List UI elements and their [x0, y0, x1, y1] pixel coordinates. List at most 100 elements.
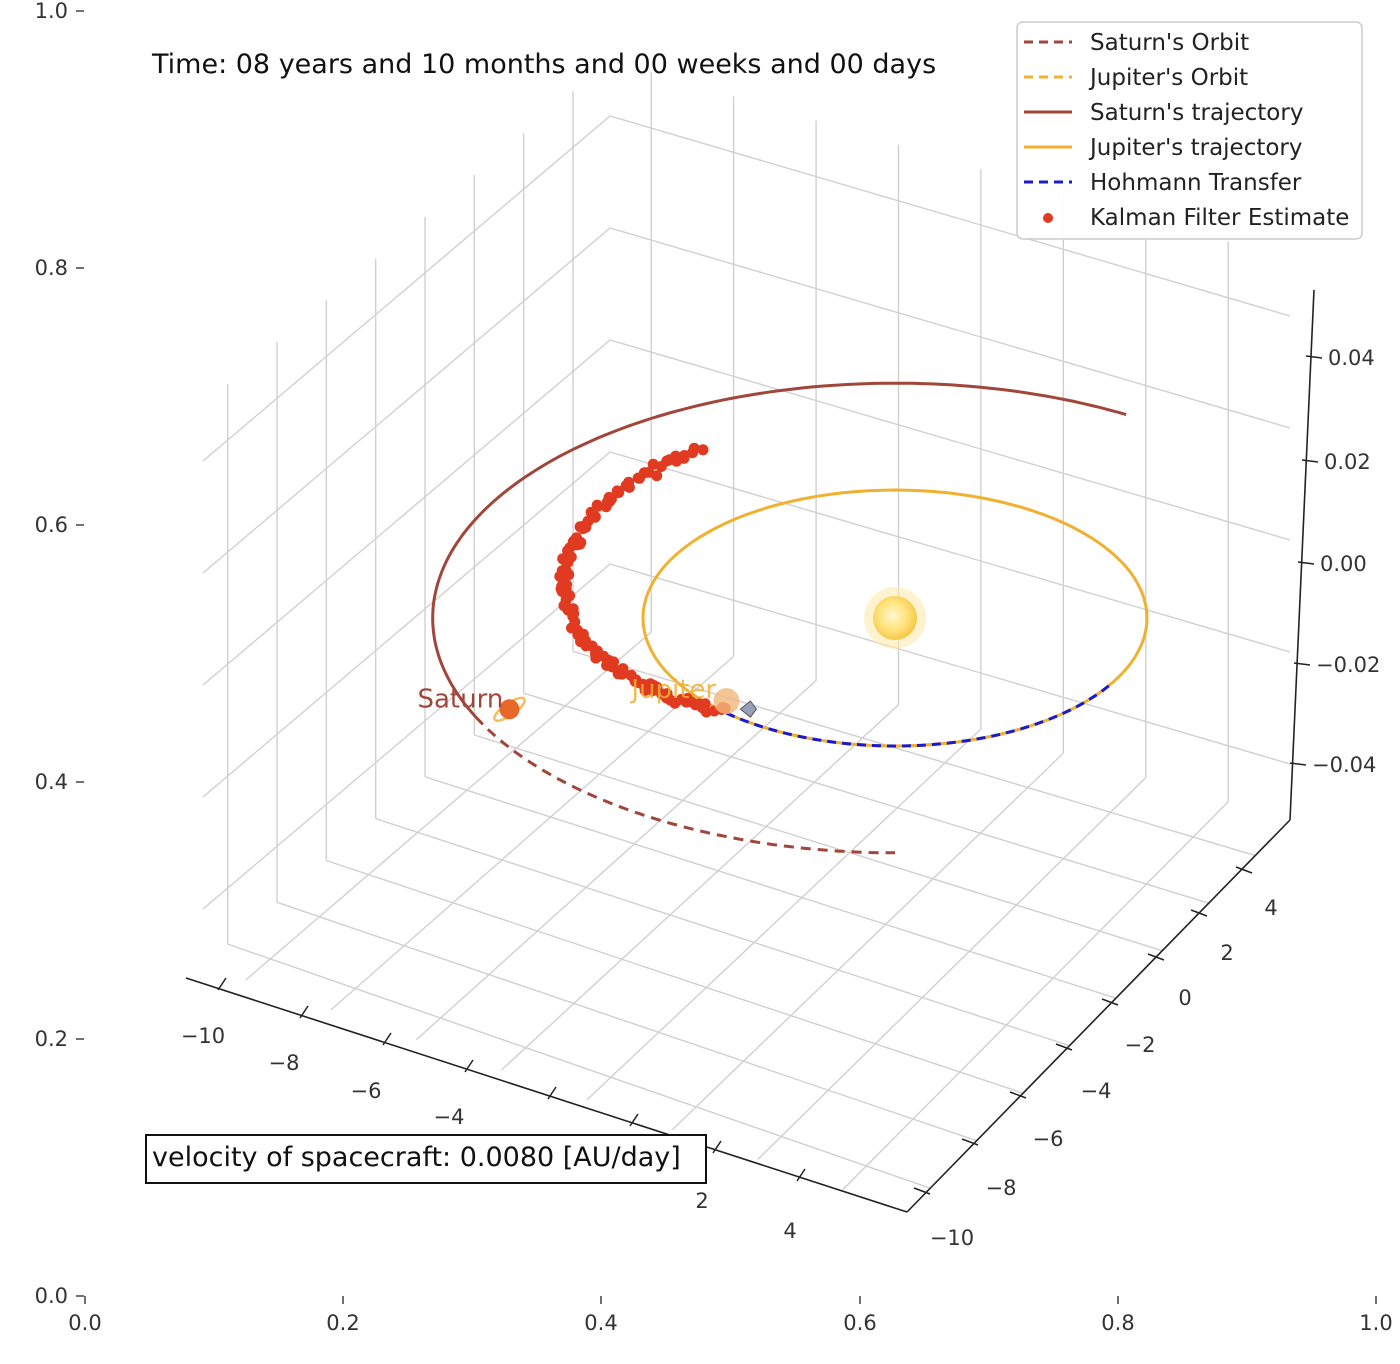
orbit-data: Jupiter Saturn: [418, 381, 1149, 855]
y-tick-label: 4: [1264, 896, 1277, 920]
bg-xtick-label: 0.0: [68, 1311, 101, 1335]
kalman-estimate-point: [632, 677, 644, 688]
z-tick-mark: [1301, 459, 1319, 463]
x-tick-mark: [712, 1140, 722, 1154]
velocity-label: velocity of spacecraft: 0.0080 [AU/day]: [152, 1142, 681, 1173]
z-axis-line: [1289, 289, 1315, 821]
legend-swatch: [1043, 213, 1053, 223]
floor-grid-line: [586, 728, 982, 1101]
bg-ytick-label: 0.6: [35, 513, 68, 537]
saturn-label: Saturn: [418, 684, 504, 714]
legend-label: Saturn's Orbit: [1090, 30, 1249, 56]
kalman-estimate-point: [647, 458, 659, 470]
y-tick-label: −2: [1125, 1033, 1156, 1057]
legend-label: Jupiter's Orbit: [1088, 65, 1248, 91]
spacecraft-marker: [739, 700, 758, 718]
floor-grid-line: [842, 801, 1229, 1190]
kalman-estimate-point: [555, 583, 567, 595]
kalman-estimate-point: [577, 523, 589, 535]
y-tick-mark: [1235, 866, 1253, 874]
kalman-estimate-point: [620, 480, 632, 492]
x-tick-label: −8: [269, 1051, 300, 1075]
velocity-box: velocity of spacecraft: 0.0080 [AU/day]: [145, 1134, 707, 1184]
z-tick-mark: [1293, 662, 1311, 666]
bg-xtick-label: 1.0: [1359, 1311, 1392, 1335]
y-tick-mark: [1101, 998, 1119, 1006]
bg-xtick-label: 0.6: [843, 1311, 876, 1335]
floor-grid-line: [375, 817, 1070, 1047]
bg-ytick-label: 1.0: [35, 0, 68, 23]
y-axis-line: [906, 819, 1291, 1213]
x-tick-mark: [547, 1086, 557, 1100]
floor-grid-line: [474, 734, 1163, 952]
x-tick-mark: [382, 1032, 392, 1046]
x-tick-mark: [299, 1005, 309, 1019]
floor-grid-line: [523, 692, 1210, 904]
legend: Saturn's Orbit Jupiter's Orbit Saturn's tr…: [1016, 21, 1363, 240]
wall-grid-line: [609, 339, 1291, 541]
y-tick-mark: [1055, 1043, 1073, 1051]
legend-entry: Jupiter's trajectory: [1024, 135, 1303, 161]
x-tick-mark: [796, 1168, 806, 1182]
y-tick-label: −10: [930, 1226, 974, 1250]
x-tick-mark: [464, 1059, 474, 1073]
kalman-estimate-point: [562, 557, 574, 568]
y-tick-mark: [1190, 909, 1208, 917]
time-label: Time: 08 years and 10 months and 00 week…: [151, 49, 936, 80]
floor-grid-line: [757, 777, 1147, 1161]
kalman-estimate-point: [643, 466, 655, 478]
wall-grid-line: [202, 339, 611, 686]
z-tick-mark: [1305, 355, 1323, 359]
y-tick-label: 0: [1178, 986, 1191, 1010]
bg-ytick-label: 0.8: [35, 256, 68, 280]
legend-label: Jupiter's trajectory: [1088, 135, 1303, 161]
z-tick-mark: [1297, 561, 1315, 565]
z-tick-label: 0.00: [1320, 552, 1367, 576]
floor-grid-line: [245, 631, 652, 981]
wall-grid-line: [609, 115, 1291, 317]
kalman-estimate-point: [678, 450, 690, 461]
x-tick-label: 4: [783, 1219, 796, 1243]
bg-xtick-label: 0.4: [584, 1311, 617, 1335]
y-tick-label: 2: [1220, 941, 1233, 965]
x-tick-mark: [629, 1113, 639, 1127]
floor-grid-line: [424, 776, 1117, 999]
legend-label: Kalman Filter Estimate: [1090, 205, 1349, 231]
wall-grid-line: [609, 563, 1291, 765]
saturn-marker: [499, 699, 520, 720]
z-tick-label: −0.02: [1316, 653, 1380, 677]
legend-label: Hohmann Transfer: [1090, 170, 1302, 196]
kalman-estimate-point: [697, 444, 709, 456]
kalman-estimate-point: [617, 663, 629, 675]
y-tick-label: −8: [986, 1176, 1017, 1200]
wall-grid-line: [202, 115, 611, 462]
legend-entry: Kalman Filter Estimate: [1043, 205, 1349, 231]
floor-grid-line: [276, 901, 977, 1142]
z-tick-mark: [1289, 762, 1307, 766]
bg-xtick-label: 0.8: [1101, 1311, 1134, 1335]
kalman-estimate-point: [699, 698, 711, 710]
floor-grid-line: [227, 943, 931, 1189]
wall-grid-line: [202, 451, 611, 798]
x-tick-label: −6: [351, 1079, 382, 1103]
saturn-trajectory: [431, 381, 1127, 719]
z-tick-label: 0.02: [1324, 450, 1371, 474]
legend-entry: Hohmann Transfer: [1024, 170, 1302, 196]
bg-ytick-label: 0.4: [35, 770, 68, 794]
bg-xtick-label: 0.2: [326, 1311, 359, 1335]
y-tick-label: −4: [1081, 1079, 1112, 1103]
kalman-estimate-point: [632, 472, 644, 484]
kalman-estimate-point: [563, 569, 575, 581]
wall-grid-line: [609, 451, 1291, 653]
legend-entry: Saturn's trajectory: [1024, 100, 1303, 126]
x-axis-line: [185, 977, 908, 1213]
floor-grid-line: [671, 752, 1064, 1131]
bg-ytick-label: 0.0: [35, 1284, 68, 1308]
legend-entry: Saturn's Orbit: [1024, 30, 1249, 56]
x-tick-label: 2: [695, 1189, 708, 1213]
jupiter-marker: [713, 688, 740, 715]
floor-grid-line: [326, 859, 1024, 1094]
z-tick-label: 0.04: [1328, 346, 1375, 370]
floor-grid-line: [501, 704, 899, 1071]
